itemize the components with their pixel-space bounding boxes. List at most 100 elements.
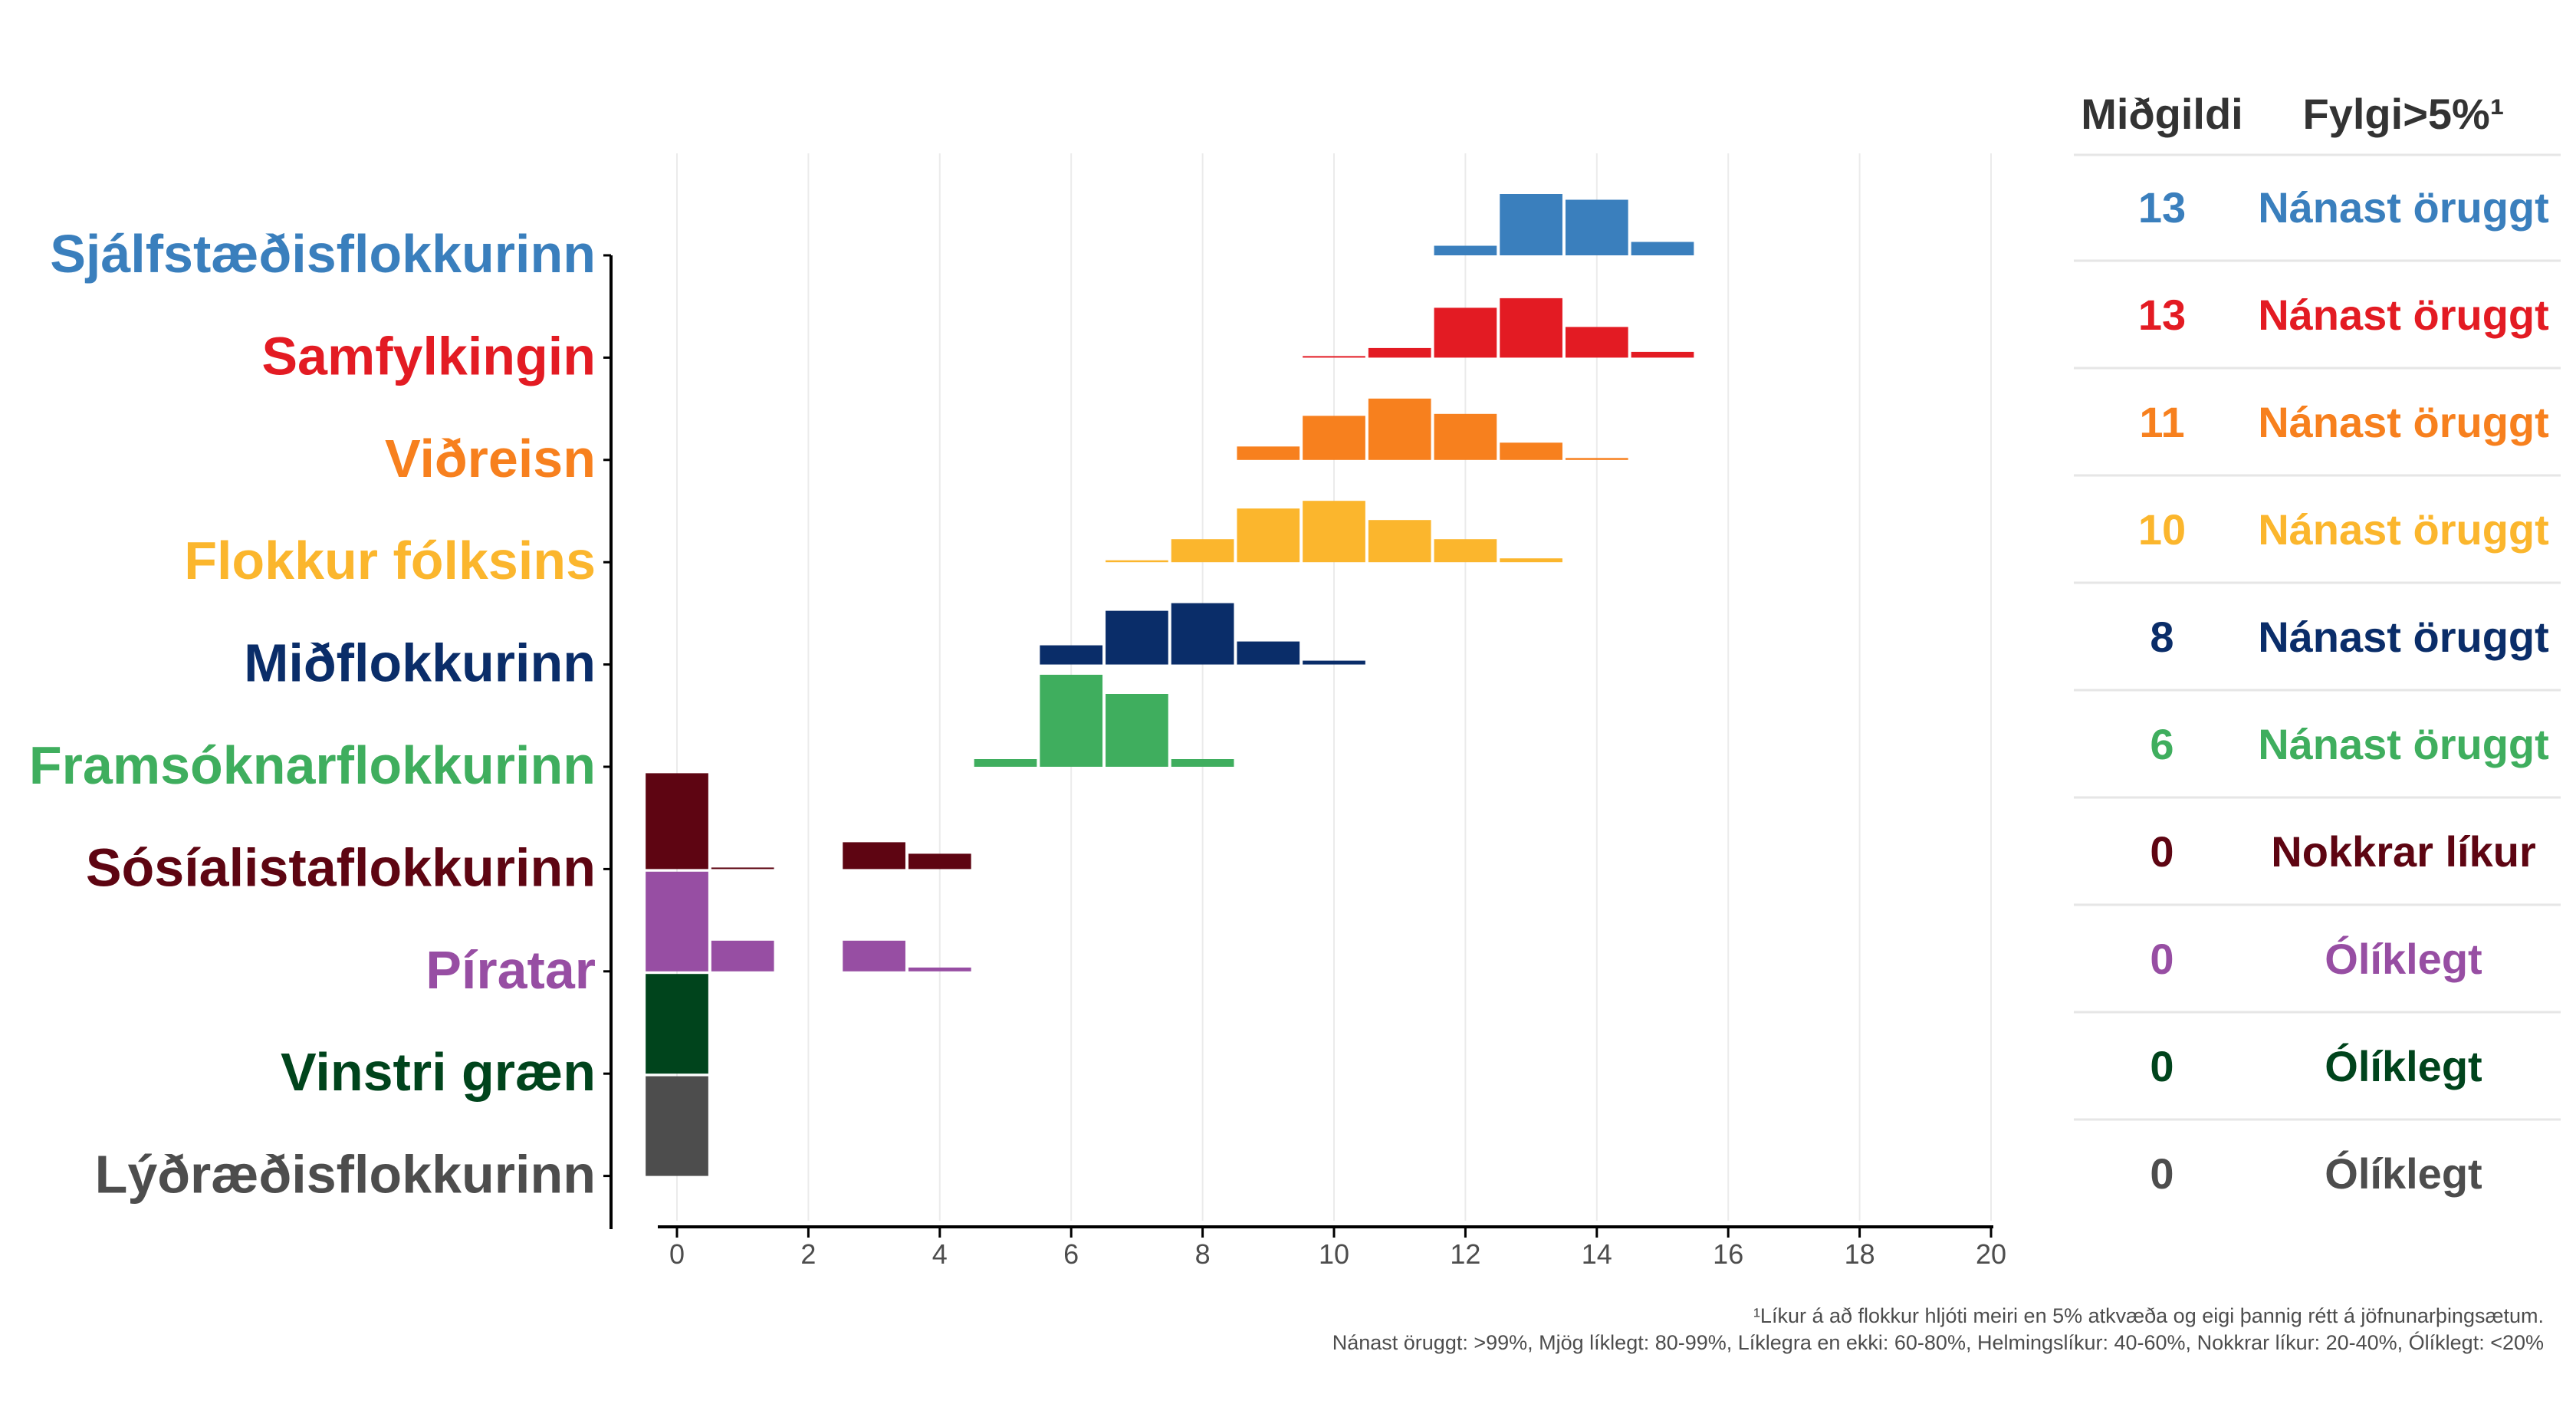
- x-tick-label-18: 18: [1845, 1238, 1875, 1270]
- bar-7-seats-1: [711, 940, 774, 972]
- bars-7: [646, 871, 971, 972]
- bar-4-seats-10: [1303, 660, 1365, 665]
- bars-0: [1434, 194, 1694, 255]
- bars-2: [1237, 398, 1628, 460]
- axes: 0 2 4 6 8 10 12 14 16 18 20: [610, 255, 2006, 1270]
- bars-1: [1303, 298, 1694, 358]
- bar-8-seats-0: [646, 974, 708, 1074]
- bar-6-seats-3: [843, 842, 905, 870]
- bar-6-seats-1: [711, 867, 774, 870]
- bar-3-seats-8: [1171, 539, 1234, 563]
- table-status-9: Ólíklegt: [2325, 1149, 2482, 1198]
- x-tick-label-0: 0: [669, 1238, 685, 1270]
- bar-4-seats-8: [1171, 603, 1234, 665]
- bar-2-seats-9: [1237, 446, 1300, 460]
- bars-9: [646, 1076, 708, 1176]
- bar-1-seats-15: [1631, 351, 1694, 358]
- table-status-3: Nánast öruggt: [2258, 505, 2549, 554]
- party-label-0: Sjálfstæðisflokkurinn: [50, 224, 596, 284]
- table-median-2: 11: [2139, 398, 2184, 446]
- table-header-median: Miðgildi: [2081, 90, 2243, 138]
- bar-1-seats-10: [1303, 356, 1365, 358]
- party-label-7: Píratar: [426, 940, 596, 1000]
- bar-4-seats-6: [1040, 645, 1103, 665]
- bar-2-seats-10: [1303, 416, 1365, 460]
- footnote-line-2: Nánast öruggt: >99%, Mjög líklegt: 80-99…: [1332, 1330, 2544, 1354]
- table-median-0: 13: [2138, 183, 2186, 232]
- table-status-1: Nánast öruggt: [2258, 291, 2549, 339]
- table-median-9: 0: [2150, 1149, 2174, 1198]
- table-median-5: 6: [2150, 720, 2174, 768]
- x-tick-label-6: 6: [1063, 1238, 1079, 1270]
- table-status-8: Ólíklegt: [2325, 1042, 2482, 1090]
- x-tick-label-12: 12: [1450, 1238, 1480, 1270]
- bar-2-seats-14: [1565, 458, 1628, 460]
- table-status-2: Nánast öruggt: [2258, 398, 2549, 446]
- bar-0-seats-15: [1631, 242, 1694, 255]
- bar-2-seats-12: [1434, 413, 1497, 460]
- bars-6: [646, 773, 971, 870]
- bars-8: [646, 974, 708, 1074]
- table-median-3: 10: [2138, 505, 2186, 554]
- table-median-1: 13: [2138, 291, 2186, 339]
- table-status-0: Nánast öruggt: [2258, 183, 2549, 232]
- bar-5-seats-6: [1040, 675, 1103, 767]
- bar-9-seats-0: [646, 1076, 708, 1176]
- bars-3: [1106, 501, 1562, 563]
- bar-7-seats-4: [908, 967, 971, 972]
- bar-3-seats-7: [1106, 560, 1168, 563]
- bar-4-seats-7: [1106, 610, 1168, 665]
- bar-5-seats-7: [1106, 694, 1168, 767]
- bar-3-seats-13: [1500, 558, 1562, 563]
- bar-3-seats-9: [1237, 508, 1300, 563]
- table-status-6: Nokkrar líkur: [2271, 827, 2536, 876]
- party-label-9: Lýðræðisflokkurinn: [95, 1145, 596, 1205]
- table-status-5: Nánast öruggt: [2258, 720, 2549, 768]
- x-tick-label-4: 4: [932, 1238, 948, 1270]
- table-header-threshold: Fylgi>5%¹: [2303, 90, 2505, 138]
- table-status-4: Nánast öruggt: [2258, 613, 2549, 661]
- bar-0-seats-13: [1500, 194, 1562, 255]
- table-median-4: 8: [2150, 613, 2174, 661]
- x-tick-label-8: 8: [1195, 1238, 1211, 1270]
- x-tick-label-2: 2: [800, 1238, 816, 1270]
- bar-7-seats-0: [646, 871, 708, 972]
- bars-4: [1040, 603, 1365, 665]
- bar-1-seats-13: [1500, 298, 1562, 358]
- party-label-2: Viðreisn: [385, 429, 596, 488]
- bar-4-seats-9: [1237, 641, 1300, 665]
- bar-1-seats-14: [1565, 327, 1628, 358]
- footnote-line-1: ¹Líkur á að flokkur hljóti meiri en 5% a…: [1753, 1304, 2544, 1327]
- party-label-4: Miðflokkurinn: [244, 633, 596, 693]
- party-label-6: Sósíalistaflokkurinn: [86, 837, 596, 897]
- bar-2-seats-11: [1368, 398, 1431, 460]
- bar-1-seats-12: [1434, 307, 1497, 358]
- party-label-3: Flokkur fólksins: [184, 531, 596, 590]
- party-label-8: Vinstri græn: [281, 1042, 596, 1102]
- bar-6-seats-0: [646, 773, 708, 870]
- party-label-5: Framsóknarflokkurinn: [29, 735, 596, 795]
- bar-1-seats-11: [1368, 347, 1431, 358]
- table-median-8: 0: [2150, 1042, 2174, 1090]
- bar-5-seats-5: [974, 759, 1037, 767]
- bar-7-seats-3: [843, 940, 905, 972]
- bar-5-seats-8: [1171, 759, 1234, 767]
- table-status-7: Ólíklegt: [2325, 935, 2482, 983]
- x-tick-label-16: 16: [1713, 1238, 1743, 1270]
- bar-3-seats-12: [1434, 539, 1497, 563]
- bars-5: [974, 675, 1234, 767]
- bar-0-seats-12: [1434, 245, 1497, 255]
- footnote: ¹Líkur á að flokkur hljóti meiri en 5% a…: [1332, 1304, 2544, 1354]
- bar-3-seats-10: [1303, 501, 1365, 563]
- histogram-bars: [646, 194, 1694, 1176]
- x-tick-label-20: 20: [1976, 1238, 2006, 1270]
- table-median-6: 0: [2150, 827, 2174, 876]
- x-tick-label-10: 10: [1319, 1238, 1349, 1270]
- party-labels: Sjálfstæðisflokkurinn Samfylkingin Viðreis…: [29, 224, 611, 1205]
- gridlines: [676, 153, 1992, 1221]
- table-median-7: 0: [2150, 935, 2174, 983]
- bar-2-seats-13: [1500, 442, 1562, 460]
- bar-3-seats-11: [1368, 520, 1431, 563]
